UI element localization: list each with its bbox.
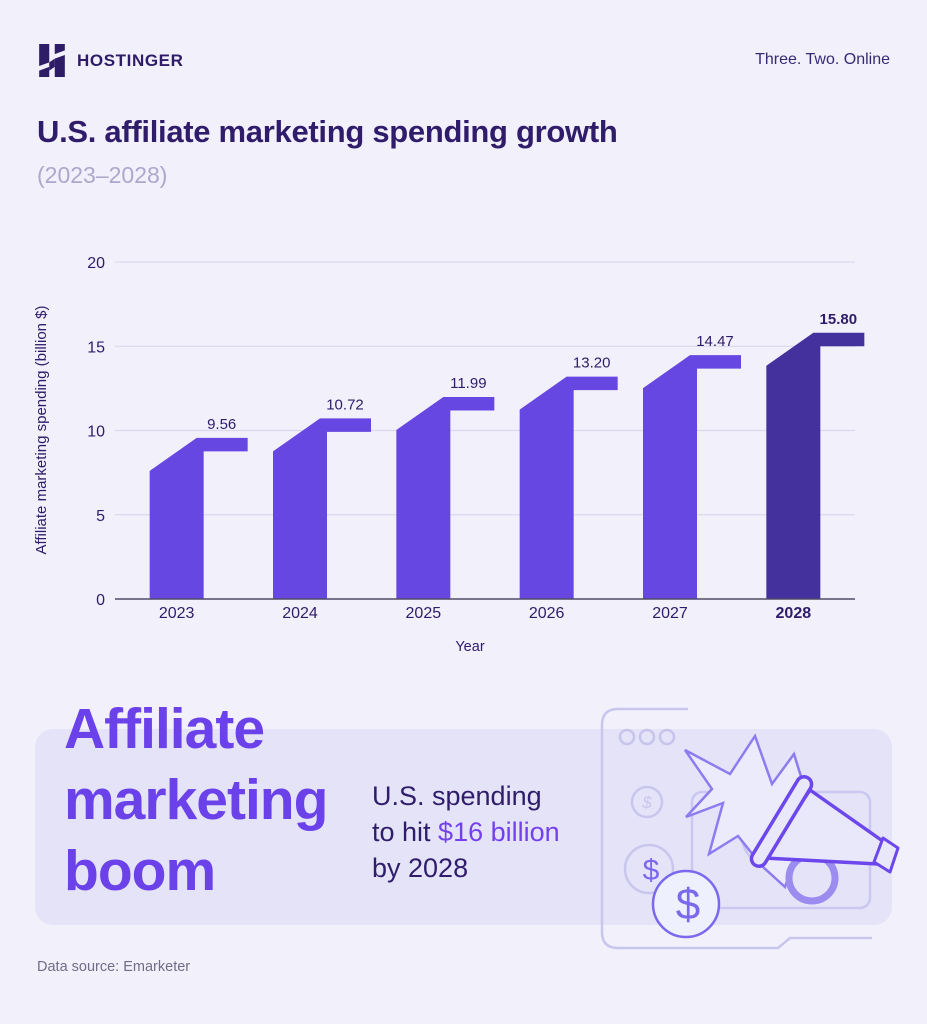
- bar-chart: 0 5 10 15 20 Affiliate marketing spending (bi…: [33, 255, 865, 655]
- bar-2025: [396, 396, 495, 599]
- bar-value-label: 14.47: [696, 333, 734, 350]
- browser-window-icon: [600, 707, 872, 950]
- y-tick-label: 15: [87, 339, 105, 356]
- bar-2027: [643, 355, 741, 599]
- y-axis-title: Affiliate marketing spending (billion $): [33, 305, 50, 554]
- brand: HOSTINGER: [37, 44, 183, 77]
- y-tick-label: 5: [96, 508, 105, 525]
- callout-stat: U.S. spending to hit $16 billion by 2028: [372, 778, 622, 886]
- x-tick-label: 2024: [282, 605, 318, 622]
- megaphone-icon: [749, 775, 900, 905]
- stat-line-3: by 2028: [372, 853, 469, 883]
- dollar-coin-small-icon: $: [630, 785, 664, 819]
- page-title: U.S. affiliate marketing spending growth: [37, 114, 618, 149]
- megaphone-bell-icon: [749, 775, 814, 868]
- dollar-coin-medium-icon: $: [623, 843, 675, 895]
- dollar-coin-large-icon: $: [651, 869, 721, 939]
- bar-value-label: 9.56: [207, 416, 236, 433]
- bar-value-label: 10.72: [326, 396, 364, 413]
- bar-value-label: 11.99: [450, 375, 486, 392]
- megaphone-tip-icon: [872, 836, 900, 874]
- svg-text:$: $: [676, 880, 700, 929]
- x-tick-label: 2025: [406, 605, 442, 622]
- x-axis-title: Year: [455, 639, 484, 655]
- browser-dots-icon: [618, 728, 676, 746]
- x-tick-label: 2023: [159, 605, 195, 622]
- x-tick-label: 2026: [529, 605, 565, 622]
- bar-value-label: 15.80: [820, 311, 858, 328]
- header: HOSTINGER Three. Two. Online: [37, 44, 890, 84]
- bar-value-label: 13.20: [573, 355, 611, 372]
- stat-line-1: U.S. spending: [372, 781, 542, 811]
- page-subtitle: (2023–2028): [37, 162, 168, 188]
- bar-2023: [149, 437, 248, 599]
- bar-2028: [766, 332, 865, 599]
- callout-heading: Affiliate marketing boom: [64, 697, 328, 903]
- stat-line-2: to hit $16 billion: [372, 817, 560, 847]
- bar-2024: [273, 418, 371, 599]
- brand-name: HOSTINGER: [77, 50, 184, 70]
- bar-2026: [519, 376, 618, 599]
- y-tick-label: 0: [96, 592, 105, 609]
- brand-tagline: Three. Two. Online: [755, 51, 890, 68]
- svg-text:$: $: [641, 793, 652, 812]
- hostinger-logo-icon: [39, 44, 65, 77]
- data-source: Data source: Emarketer: [37, 959, 191, 975]
- megaphone-illustration: $ $ $: [600, 707, 900, 950]
- svg-text:$: $: [643, 854, 660, 887]
- x-tick-label: 2028: [776, 605, 812, 622]
- x-tick-label: 2027: [652, 605, 688, 622]
- stat-highlight: $16 billion: [438, 817, 560, 847]
- y-tick-label: 20: [87, 255, 105, 272]
- y-tick-label: 10: [87, 424, 105, 441]
